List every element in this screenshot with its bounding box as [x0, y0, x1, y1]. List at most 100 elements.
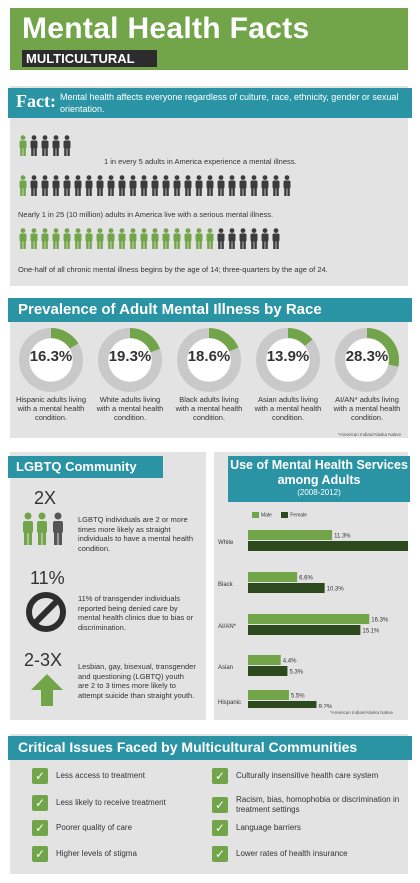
check-icon: ✓ — [32, 820, 48, 836]
donut-value: 28.3% — [345, 348, 389, 365]
person-icon — [30, 135, 38, 156]
critical-title: Critical Issues Faced by Multicultural C… — [18, 739, 358, 755]
person-icon — [85, 228, 93, 249]
donut-hole — [108, 338, 152, 382]
legend-label: Female — [290, 512, 307, 519]
fact-banner: Fact: Mental health affects everyone reg… — [8, 88, 412, 118]
services-banner: Use of Mental Health Services among Adul… — [228, 456, 410, 502]
person-icon — [52, 175, 60, 196]
donut-segment — [129, 328, 160, 353]
donut-label: Black adults living with a mental health… — [175, 395, 243, 422]
lgbtq-stat-text-1: LGBTQ individuals are 2 or more times mo… — [78, 515, 194, 553]
person-icon — [30, 228, 38, 249]
lgbtq-stat-value-3: 2-3X — [24, 650, 63, 670]
person-icon — [184, 175, 192, 196]
donut-segment — [366, 328, 399, 367]
person-icon — [129, 228, 137, 249]
bar-male — [248, 655, 281, 665]
donut-hole — [29, 338, 73, 382]
donut-value: 13.9% — [266, 348, 310, 365]
donut-value: 16.3% — [29, 348, 73, 365]
fact-caption-3: One-half of all chronic mental illness b… — [18, 265, 328, 274]
person-icon — [261, 228, 269, 249]
check-icon: ✓ — [32, 795, 48, 811]
person-icon — [118, 228, 126, 249]
issue-text: Culturally insensitive health care syste… — [236, 771, 379, 780]
person-icon — [173, 175, 181, 196]
bar-female — [248, 701, 317, 708]
people-pair-icon — [23, 512, 63, 545]
person-icon — [239, 175, 247, 196]
person-icon — [41, 175, 49, 196]
person-icon — [74, 228, 82, 249]
lgbtq-stat-value-1: 2X — [34, 488, 57, 508]
issue-text: Higher levels of stigma — [56, 849, 137, 858]
person-icon — [272, 228, 280, 249]
category-label: Hispanic — [218, 700, 241, 706]
person-icon — [96, 175, 104, 196]
prevalence-title: Prevalence of Adult Mental Illness by Ra… — [18, 301, 322, 318]
donut-chart — [256, 328, 320, 392]
fact-caption-2: Nearly 1 in 25 (10 million) adults in Am… — [18, 210, 274, 219]
fact-text: Mental health affects everyone regardles… — [60, 92, 399, 114]
category-label: AI/AN* — [218, 624, 237, 630]
issue-text: Poorer quality of care — [56, 823, 133, 832]
people-row-2 — [18, 175, 292, 196]
legend-label: Male — [261, 512, 272, 519]
donut-chart — [335, 328, 399, 392]
prevalence-banner: Prevalence of Adult Mental Illness by Ra… — [8, 298, 412, 322]
person-icon — [272, 175, 280, 196]
critical-banner: Critical Issues Faced by Multicultural C… — [8, 736, 412, 760]
person-icon — [107, 228, 115, 249]
person-icon — [250, 228, 258, 249]
bar-value-label: 4.4% — [283, 659, 297, 665]
person-icon — [283, 175, 291, 196]
person-icon — [107, 175, 115, 196]
donut-label: AI/AN* adults living with a mental healt… — [333, 395, 401, 422]
donut-aian: 28.3% AI/AN* adults living with a mental… — [330, 327, 404, 422]
prevalence-footnote: *American Indian/Alaska Native — [338, 432, 402, 437]
donut-segment — [208, 328, 239, 352]
check-icon: ✓ — [212, 846, 228, 862]
check-icon: ✓ — [212, 768, 228, 784]
person-icon — [162, 228, 170, 249]
person-icon — [118, 175, 126, 196]
person-icon — [129, 175, 137, 196]
services-footnote: *American Indian/Alaska Native — [330, 710, 394, 715]
legend-female: Female — [281, 512, 307, 518]
person-icon — [52, 135, 60, 156]
person-icon — [85, 175, 93, 196]
donut-value: 18.6% — [187, 348, 231, 365]
issue-item: ✓ Language barriers — [212, 820, 402, 836]
issue-item: ✓ Lower rates of health insurance — [212, 846, 402, 862]
donut-hole — [266, 338, 310, 382]
issue-text: Language barriers — [236, 823, 301, 832]
check-icon: ✓ — [212, 797, 228, 813]
person-icon — [41, 135, 49, 156]
bar-male — [248, 530, 333, 540]
person-icon — [30, 175, 38, 196]
lgbtq-title: LGBTQ Community — [16, 459, 137, 474]
services-years: (2008-2012) — [297, 488, 341, 497]
person-icon — [52, 228, 60, 249]
category-label: Asian — [218, 665, 233, 671]
person-icon — [151, 175, 159, 196]
person-icon — [195, 228, 203, 249]
people-row-3 — [18, 228, 281, 249]
donut-label: White adults living with a mental health… — [96, 395, 164, 422]
person-icon — [74, 175, 82, 196]
bar-value-label: 5.3% — [289, 670, 303, 676]
issue-item: ✓ Racism, bias, homophobia or discriminat… — [212, 795, 402, 815]
legend-male: Male — [252, 512, 272, 518]
person-icon — [140, 228, 148, 249]
subtitle-bar: MULTICULTURAL — [22, 50, 157, 67]
bar-value-label: 5.5% — [291, 694, 305, 700]
bar-female — [248, 583, 325, 593]
bar-male — [248, 690, 289, 700]
bar-male — [248, 614, 370, 624]
person-icon — [19, 175, 27, 196]
person-icon — [41, 228, 49, 249]
person-icon — [63, 175, 71, 196]
donut-chart — [177, 328, 241, 392]
person-icon — [228, 228, 236, 249]
